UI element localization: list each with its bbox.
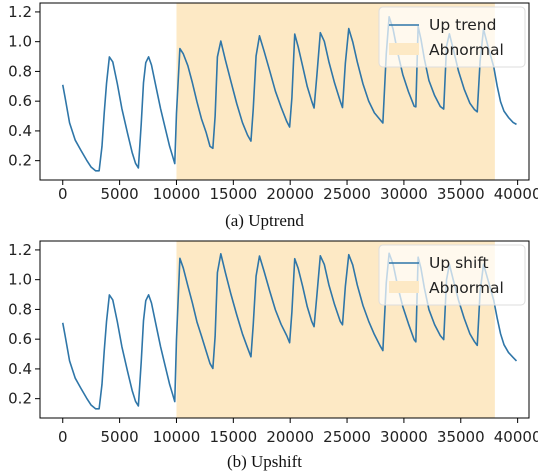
- x-tick-label: 20000: [266, 185, 314, 203]
- x-tick-label: 25000: [323, 185, 371, 203]
- x-tick-label: 30000: [380, 428, 428, 446]
- y-tick-label: 0.8: [8, 300, 32, 318]
- y-tick-label: 0.6: [8, 92, 32, 110]
- x-tick-label: 10000: [153, 185, 201, 203]
- series-line-0: [61, 252, 518, 410]
- legend-patch-swatch: [389, 43, 419, 55]
- y-tick-label: 0.6: [8, 330, 32, 348]
- x-tick-label: 20000: [266, 428, 314, 446]
- legend: Up trend Abnormal: [378, 6, 526, 68]
- chart-caption: (b) Upshift: [227, 452, 302, 471]
- plot-frame: [39, 2, 530, 181]
- legend: Up shift Abnormal: [378, 244, 526, 306]
- y-tick-label: 0.8: [8, 62, 32, 80]
- legend-label-abnormal: Abnormal: [429, 279, 504, 297]
- y-tick-label: 0.2: [8, 390, 32, 408]
- x-tick-label: 10000: [153, 428, 201, 446]
- x-tick-label: 30000: [380, 185, 428, 203]
- series-line-0: [61, 15, 517, 172]
- x-tick-label: 5000: [101, 185, 139, 203]
- x-tick-label: 0: [58, 185, 68, 203]
- x-tick-label: 35000: [437, 428, 485, 446]
- x-tick-label: 5000: [101, 428, 139, 446]
- y-tick-label: 1.2: [8, 241, 32, 259]
- x-tick-label: 15000: [209, 185, 257, 203]
- x-tick-label: 40000: [494, 185, 538, 203]
- chart-caption: (a) Uptrend: [225, 211, 304, 230]
- legend-label-series: Up shift: [429, 254, 489, 272]
- chart-a: 0 5000 10000 15000 20000 25000 30000 35000 40000…: [8, 2, 538, 230]
- y-tick-label: 0.4: [8, 122, 32, 140]
- x-tick-label: 35000: [437, 185, 485, 203]
- y-tick-label: 0.2: [8, 152, 32, 170]
- x-tick-label: 15000: [209, 428, 257, 446]
- x-tick-label: 0: [58, 428, 68, 446]
- y-tick-label: 0.4: [8, 360, 32, 378]
- x-tick-label: 40000: [494, 428, 538, 446]
- legend-label-abnormal: Abnormal: [429, 41, 504, 59]
- chart-b: 0 5000 10000 15000 20000 25000 30000 35000 40000…: [8, 240, 538, 471]
- legend-label-series: Up trend: [429, 16, 496, 34]
- y-tick-label: 1.0: [8, 33, 32, 51]
- y-tick-label: 1.2: [8, 3, 32, 21]
- y-tick-label: 1.0: [8, 271, 32, 289]
- legend-patch-swatch: [389, 281, 419, 293]
- x-tick-label: 25000: [323, 428, 371, 446]
- plot-frame: [39, 240, 530, 419]
